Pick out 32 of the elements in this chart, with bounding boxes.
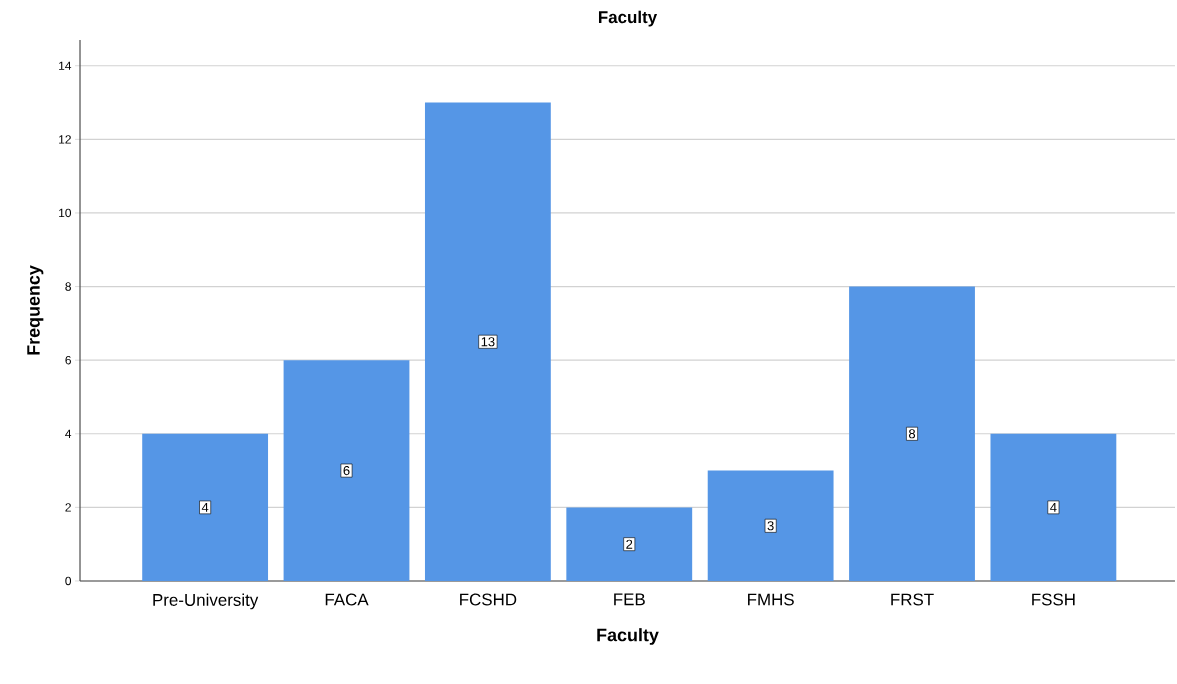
x-tick-label: FSSH — [1032, 593, 1075, 606]
bar — [566, 507, 693, 581]
bar — [283, 360, 410, 581]
y-tick-label: 6 — [65, 355, 71, 365]
y-tick-label: 2 — [65, 503, 71, 512]
data-label: 4 — [201, 502, 209, 512]
x-tick-label: Pre-University — [153, 593, 259, 610]
bar — [707, 470, 834, 581]
y-tick-label: 10 — [59, 208, 72, 218]
y-tick-label: 14 — [59, 61, 72, 70]
x-tick-label: FRST — [891, 593, 934, 606]
x-tick-label: FACA — [325, 593, 369, 606]
bar — [142, 433, 269, 581]
data-label: 13 — [481, 337, 495, 347]
data-label: 8 — [908, 429, 916, 439]
y-tick-label: 0 — [65, 576, 72, 586]
bar — [424, 102, 551, 581]
y-tick-label: 8 — [65, 282, 71, 291]
y-tick-label: 12 — [59, 135, 71, 144]
bar — [990, 433, 1117, 581]
x-tick-label: FCSHD — [460, 593, 517, 606]
x-tick-label: FEB — [614, 593, 645, 606]
x-axis-title: Faculty — [597, 628, 659, 645]
data-label: 4 — [1050, 502, 1057, 512]
y-tick-label: 4 — [65, 429, 72, 438]
bar — [849, 286, 975, 581]
chart-title: Faculty — [598, 10, 658, 27]
data-label: 3 — [767, 521, 774, 531]
x-tick-label: FMHS — [748, 593, 794, 606]
y-axis-title: Frequency — [27, 265, 44, 355]
data-label: 2 — [626, 539, 633, 549]
data-label: 6 — [343, 465, 350, 476]
